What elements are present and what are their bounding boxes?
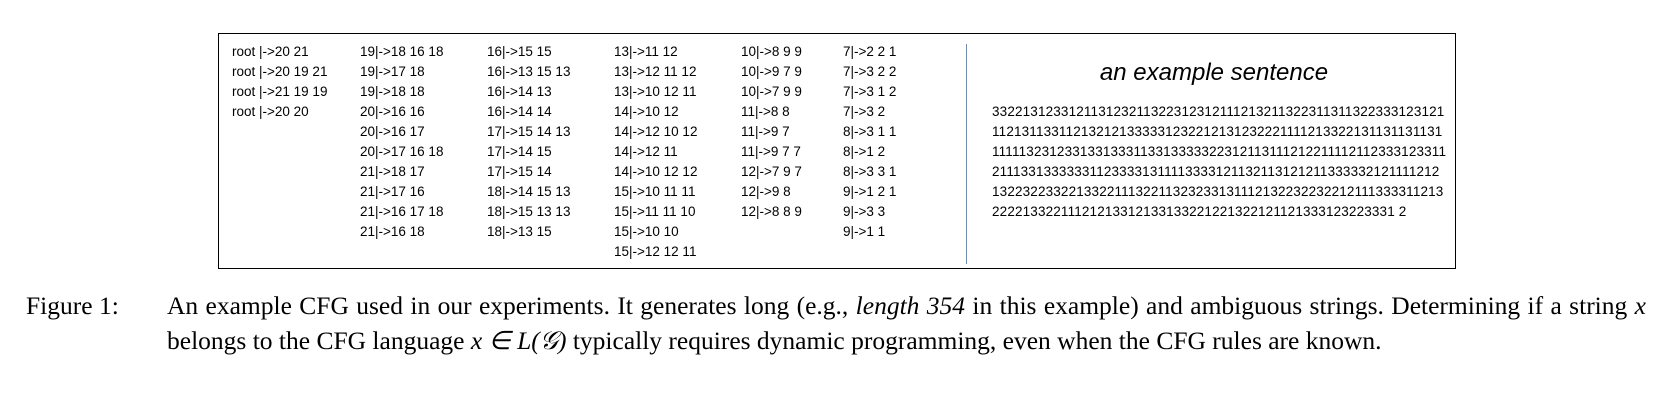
grammar-rule: 8|->3 3 1 [843,164,897,179]
grammar-rule: 7|->2 2 1 [843,44,897,59]
grammar-rule: 21|->17 16 [360,184,425,199]
grammar-rule: root |->20 20 [232,104,309,119]
grammar-rule: 10|->9 7 9 [741,64,802,79]
grammar-rule: 20|->16 16 [360,104,425,119]
caption-math-expression: x ∈ L(𝒢) [470,326,567,355]
grammar-rule: 15|->10 10 [614,224,679,239]
grammar-rule: root |->20 21 [232,44,309,59]
grammar-rule: 8|->1 2 [843,144,886,159]
grammar-rule: 19|->18 18 [360,84,425,99]
column-divider [966,44,967,264]
rule-column-2: 19|->18 16 18 19|->17 18 19|->18 18 20|->16… [360,42,443,242]
grammar-rule: 14|->12 10 12 [614,124,698,139]
grammar-rule: 10|->8 9 9 [741,44,802,59]
grammar-rule: 16|->13 15 13 [487,64,571,79]
caption-text: An example CFG used in our experiments. … [167,288,1646,358]
grammar-rule: 17|->14 15 [487,144,552,159]
grammar-rule: 9|->3 3 [843,204,886,219]
grammar-rule: 8|->3 1 1 [843,124,897,139]
caption-italic-length: length 354 [855,291,966,320]
grammar-rule: 21|->18 17 [360,164,425,179]
figure-box: root |->20 21 root |->20 19 21 root |->21 … [218,33,1456,269]
grammar-rule: 18|->15 13 13 [487,204,571,219]
grammar-rule: 7|->3 1 2 [843,84,897,99]
grammar-rule: 12|->9 8 [741,184,791,199]
grammar-rule: 19|->18 16 18 [360,44,444,59]
grammar-rule: 13|->11 12 [614,44,678,59]
grammar-rule: 11|->8 8 [741,104,790,119]
caption-text-part: typically requires dynamic programming, … [566,326,1382,355]
grammar-rule: 13|->12 11 12 [614,64,697,79]
grammar-rule: 18|->14 15 13 [487,184,571,199]
grammar-rule: 20|->16 17 [360,124,425,139]
grammar-rule: 17|->15 14 13 [487,124,571,139]
grammar-rule: 19|->17 18 [360,64,425,79]
example-sentence: 3322131233121131232113223123121112132113… [992,104,1447,219]
caption-math-x: x [1634,291,1646,320]
grammar-rule: root |->20 19 21 [232,64,328,79]
grammar-rule: 11|->9 7 7 [741,144,801,159]
grammar-rule: 13|->10 12 11 [614,84,697,99]
grammar-rule: 14|->12 11 [614,144,678,159]
grammar-rule: 12|->8 8 9 [741,204,802,219]
rule-column-1: root |->20 21 root |->20 19 21 root |->21 … [232,42,327,122]
rule-column-4: 13|->11 12 13|->12 11 12 13|->10 12 11 14|-… [614,42,697,262]
caption-text-part: An example CFG used in our experiments. … [167,291,856,320]
grammar-rule: 21|->16 17 18 [360,204,444,219]
grammar-rule: root |->21 19 19 [232,84,328,99]
grammar-rule: 18|->13 15 [487,224,552,239]
grammar-rule: 11|->9 7 [741,124,790,139]
grammar-rule: 14|->10 12 [614,104,679,119]
grammar-rule: 20|->17 16 18 [360,144,444,159]
caption-text-part: belongs to the CFG language [167,326,471,355]
grammar-rule: 12|->7 9 7 [741,164,802,179]
grammar-rule: 15|->11 11 10 [614,204,696,219]
grammar-rule: 17|->15 14 [487,164,552,179]
rule-column-6: 7|->2 2 1 7|->3 2 2 7|->3 1 2 7|->3 2 8|->3 … [843,42,896,242]
grammar-rule: 10|->7 9 9 [741,84,802,99]
rule-column-3: 16|->15 15 16|->13 15 13 16|->14 13 16|->14… [487,42,570,242]
grammar-rule: 7|->3 2 [843,104,886,119]
grammar-rule: 9|->1 1 [843,224,886,239]
grammar-rule: 14|->10 12 12 [614,164,698,179]
caption-text-part: in this example) and ambiguous strings. … [965,291,1635,320]
rule-column-5: 10|->8 9 9 10|->9 7 9 10|->7 9 9 11|->8 8 11… [741,42,802,222]
grammar-rule: 9|->1 2 1 [843,184,897,199]
example-title: an example sentence [1099,59,1329,86]
caption-label: Figure 1: [26,291,119,320]
grammar-rule: 15|->12 12 11 [614,244,697,259]
grammar-rule: 16|->14 13 [487,84,552,99]
grammar-rule: 7|->3 2 2 [843,64,897,79]
grammar-rule: 21|->16 18 [360,224,425,239]
grammar-rule: 16|->14 14 [487,104,552,119]
grammar-rule: 16|->15 15 [487,44,552,59]
grammar-rule: 15|->10 11 11 [614,184,696,199]
